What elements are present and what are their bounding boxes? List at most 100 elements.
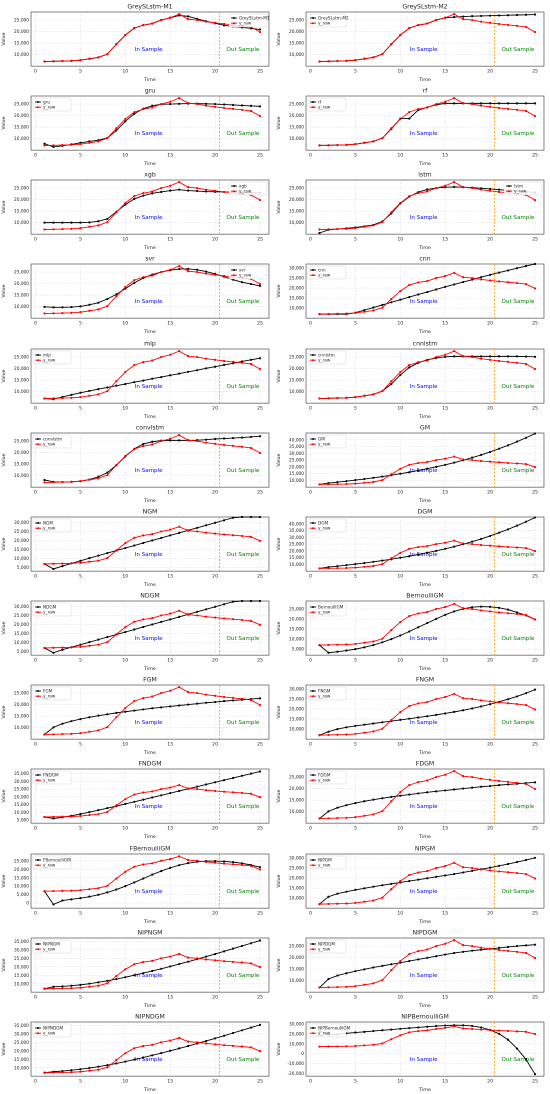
raw-series-point [106, 473, 109, 477]
x-axis-label: Time [418, 77, 431, 83]
model-series-point [79, 983, 82, 986]
model-series-point [178, 268, 181, 271]
model-series-point [160, 1051, 163, 1055]
raw-series-point [88, 57, 91, 60]
legend-raw-label: y_raw [43, 441, 56, 446]
y-tick-label: 15,000 [14, 547, 29, 553]
out-sample-label: Out Sample [502, 299, 535, 305]
legend: GreySLstm-M2y_raw [307, 13, 349, 28]
y-tick-label: 20,000 [289, 548, 304, 554]
raw-series-point [151, 532, 154, 536]
raw-series-point [497, 611, 501, 614]
y-tick-label: 10,000 [14, 389, 29, 395]
legend-model-label: cnn [318, 268, 326, 273]
raw-series-point [214, 532, 217, 535]
model-series-point [444, 286, 447, 289]
model-series-point [178, 615, 181, 619]
raw-series-point [318, 144, 321, 147]
legend-raw-label: y_raw [318, 441, 331, 446]
model-series-point [231, 516, 235, 519]
legend-raw-marker [37, 358, 40, 361]
y-tick-label: 10,000 [289, 389, 304, 395]
raw-series-point [222, 533, 226, 536]
raw-series-point [318, 60, 321, 63]
raw-series-point [417, 281, 420, 285]
raw-series-point [88, 560, 91, 563]
model-series-point [70, 897, 73, 900]
raw-series-point [524, 1030, 528, 1033]
raw-series-point [97, 477, 100, 480]
model-series-point [381, 721, 384, 724]
raw-series-point [70, 480, 73, 483]
model-series-point [79, 813, 82, 816]
x-tick-label: 15 [167, 489, 173, 495]
y-tick-label: 10,000 [14, 640, 29, 646]
chart-title: NGM [143, 508, 158, 515]
model-series-point [417, 792, 420, 795]
model-series-point [533, 1072, 537, 1076]
legend-raw-marker [37, 947, 40, 950]
raw-series-point [435, 355, 438, 358]
x-tick-label: 0 [34, 405, 37, 411]
raw-series-point [506, 461, 510, 464]
raw-series-point [222, 696, 226, 699]
raw-series-point [43, 646, 46, 650]
raw-series-point [61, 228, 64, 231]
model-series-point [151, 796, 154, 799]
out-sample-label: Out Sample [502, 468, 535, 474]
model-series-point [124, 803, 127, 806]
model-series-point [408, 296, 411, 299]
x-tick-label: 15 [442, 237, 448, 243]
chart-title: NDGM [140, 593, 160, 600]
legend-raw-label: y_raw [43, 1031, 56, 1036]
raw-series-point [399, 33, 402, 37]
model-series-point [462, 281, 465, 284]
y-axis-label: Value [276, 1042, 282, 1055]
raw-series-point [205, 20, 208, 23]
model-series-point [160, 375, 163, 378]
raw-series-point [471, 103, 474, 106]
raw-series-point [79, 815, 82, 818]
raw-series-point [533, 115, 537, 118]
x-tick-label: 0 [309, 826, 312, 832]
raw-series-point [363, 731, 366, 735]
raw-series-point [142, 1044, 145, 1047]
raw-series-point [390, 298, 393, 301]
model-series-point [169, 866, 172, 869]
raw-series-point [462, 775, 465, 778]
raw-series-point [97, 56, 100, 59]
raw-series-point [70, 1070, 73, 1074]
raw-series-point [43, 987, 46, 990]
y-tick-label: 15,000 [14, 875, 29, 881]
raw-series-point [160, 1041, 163, 1044]
x-tick-label: 25 [257, 69, 263, 75]
raw-series-point [249, 362, 253, 365]
raw-series-point [160, 355, 163, 358]
raw-series-point [327, 643, 330, 647]
raw-series-point [258, 796, 262, 799]
y-tick-label: 10,000 [289, 306, 304, 312]
raw-series-point [222, 359, 226, 362]
in-sample-label: In Sample [410, 215, 438, 221]
model-series-point [205, 366, 208, 370]
model-series-point [408, 470, 411, 474]
model-series-point [399, 719, 402, 722]
x-tick-label: 25 [532, 910, 538, 916]
raw-series-point [417, 24, 420, 27]
legend-model-label: svr [239, 268, 246, 273]
legend-model-label: GM [318, 436, 325, 441]
x-axis-label: Time [418, 835, 431, 841]
model-series-point [196, 702, 199, 705]
raw-series-point [471, 355, 474, 358]
raw-series-point [79, 395, 82, 398]
raw-series-point [497, 780, 501, 783]
y-tick-label: 10,000 [289, 895, 304, 901]
model-series-point [435, 288, 438, 292]
model-series-point [97, 554, 100, 557]
x-tick-label: 5 [354, 742, 357, 748]
model-series-point [506, 269, 510, 272]
model-series-point [372, 722, 375, 725]
